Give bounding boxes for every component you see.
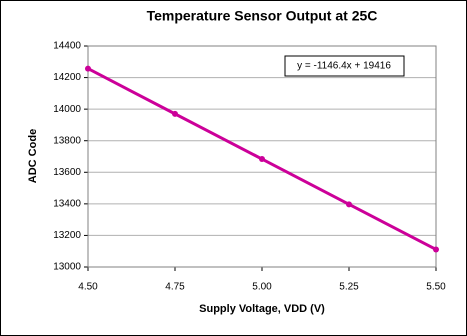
data-point (172, 110, 178, 117)
y-tick-label: 13800 (53, 135, 81, 146)
y-tick-label: 13200 (53, 230, 81, 241)
x-tick-label: 4.50 (78, 282, 98, 293)
plot-area: 13000 13200 13400 13600 13800 14000 14200 14400… (53, 41, 446, 293)
plot-border (87, 45, 437, 268)
equation-box (284, 55, 405, 77)
x-tick-label: 5.00 (252, 282, 272, 293)
y-tick-label: 13400 (53, 198, 81, 209)
x-tick-label: 4.75 (165, 282, 185, 293)
y-tick-label: 14200 (53, 72, 81, 83)
y-tick-label: 13000 (53, 262, 81, 273)
y-tick-label: 13600 (53, 167, 81, 178)
data-point (259, 156, 265, 163)
data-point (346, 201, 352, 208)
y-tick-label: 14400 (53, 41, 81, 52)
y-axis-title: ADC Code (27, 129, 39, 183)
x-tick-label: 5.25 (339, 282, 359, 293)
x-tick-label: 5.50 (426, 282, 446, 293)
data-point (85, 65, 91, 72)
equation: y = -1146.4x + 19416 (297, 61, 391, 72)
data-point (433, 246, 439, 253)
y-tick-label: 14000 (53, 104, 81, 115)
x-axis-title: Supply Voltage, VDD (V) (199, 303, 325, 315)
chart-title: Temperature Sensor Output at 25C (147, 8, 378, 24)
